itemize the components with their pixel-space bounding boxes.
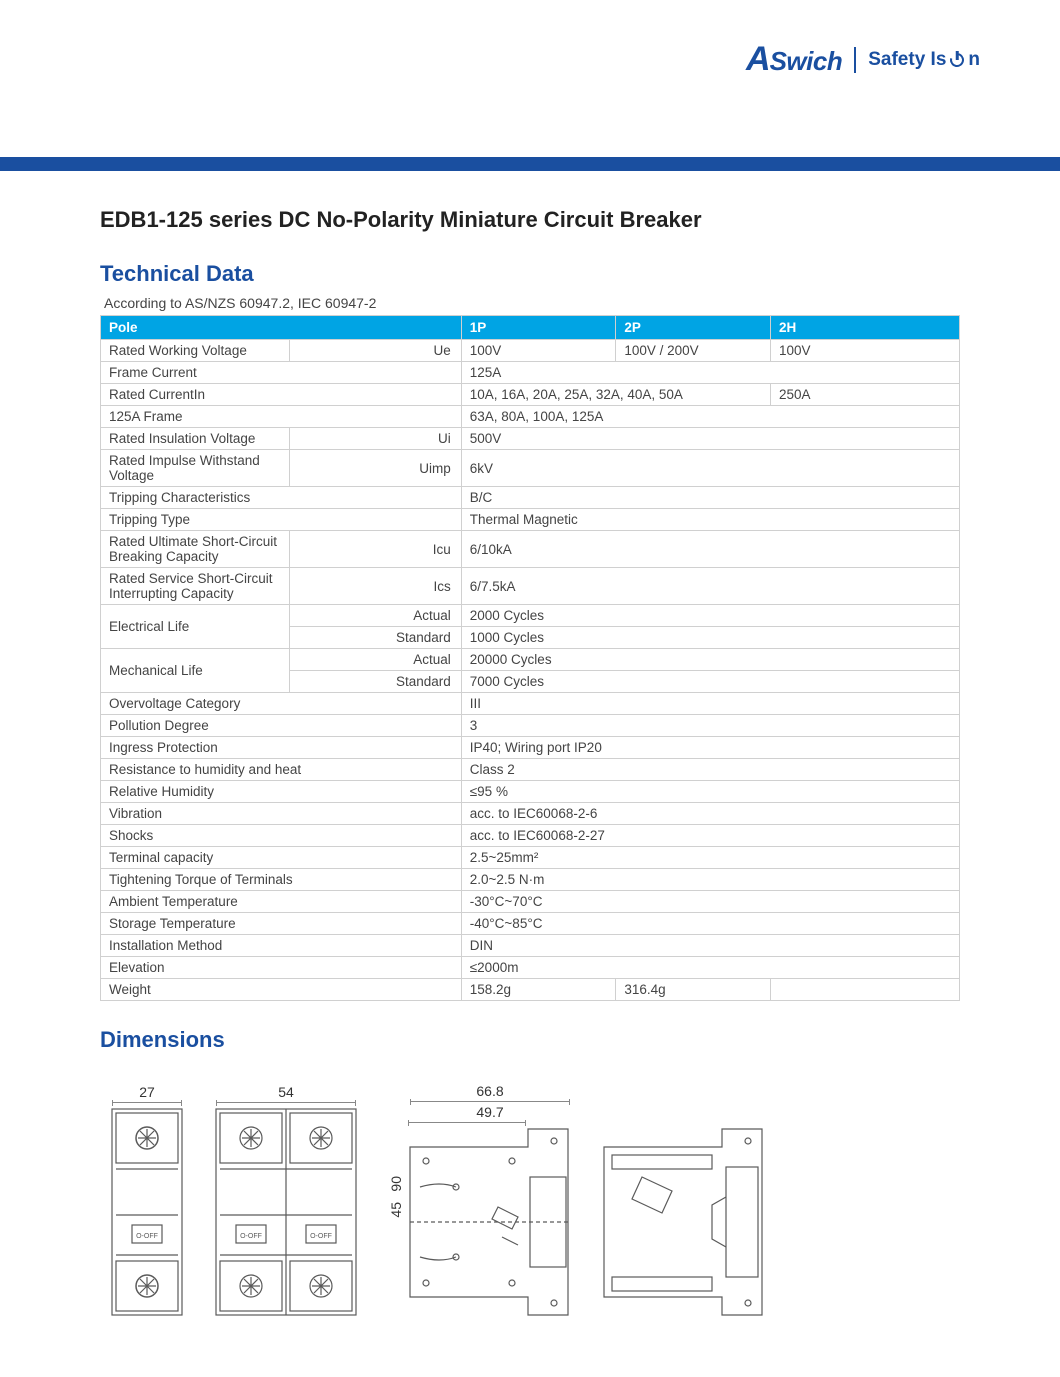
table-row: Elevation≤2000m (101, 957, 960, 979)
power-icon (948, 51, 966, 69)
drawing-side-svg (408, 1127, 572, 1317)
svg-text:O-OFF: O-OFF (240, 1233, 262, 1240)
dim-line (410, 1101, 570, 1102)
header-row: A Swich Safety Is n (80, 40, 980, 79)
vertical-dims: 90 45 (388, 1107, 404, 1317)
table-row: Weight158.2g316.4g (101, 979, 960, 1001)
dim-line (112, 1102, 182, 1103)
dim-width-54: 54 (278, 1084, 294, 1100)
svg-text:O-OFF: O-OFF (136, 1233, 158, 1240)
dim-depth-668: 66.8 (476, 1083, 503, 1099)
drawing-1p-svg: O-OFF (110, 1107, 184, 1317)
table-row: Electrical LifeActual2000 Cycles (101, 605, 960, 627)
table-row: Overvoltage CategoryIII (101, 693, 960, 715)
drawing-2p-svg: O-OFF O-OFF (214, 1107, 358, 1317)
table-row: Installation MethodDIN (101, 935, 960, 957)
svg-text:O-OFF: O-OFF (310, 1233, 332, 1240)
page-title: EDB1-125 series DC No-Polarity Miniature… (100, 207, 960, 233)
standards-note: According to AS/NZS 60947.2, IEC 60947-2 (100, 295, 960, 311)
table-row: Mechanical LifeActual20000 Cycles (101, 649, 960, 671)
spec-table: Pole 1P 2P 2H Rated Working VoltageUe100… (100, 315, 960, 1001)
table-row: Tripping CharacteristicsB/C (101, 487, 960, 509)
table-row: Terminal capacity2.5~25mm² (101, 847, 960, 869)
table-row: Tightening Torque of Terminals2.0~2.5 N·… (101, 869, 960, 891)
table-row: Rated Ultimate Short-Circuit Breaking Ca… (101, 531, 960, 568)
table-row: Frame Current125A (101, 362, 960, 384)
table-row: Storage Temperature-40°C~85°C (101, 913, 960, 935)
dim-height-90: 90 (388, 1176, 404, 1192)
table-row: Rated Impulse Withstand VoltageUimp6kV (101, 450, 960, 487)
table-row: Pollution Degree3 (101, 715, 960, 737)
page: A Swich Safety Is n (0, 0, 1060, 157)
dim-line (408, 1122, 526, 1123)
drawing-cutaway-svg (602, 1127, 766, 1317)
tagline: Safety Is n (868, 49, 980, 71)
tagline-pre: Safety Is (868, 49, 946, 71)
drawing-side: 66.8 49.7 (408, 1083, 572, 1317)
th-pole: Pole (101, 316, 462, 340)
tagline-post: n (968, 49, 980, 71)
table-row: Rated Service Short-Circuit Interrupting… (101, 568, 960, 605)
table-row: Vibrationacc. to IEC60068-2-6 (101, 803, 960, 825)
logo-swich: Swich (770, 46, 843, 77)
table-row: Tripping TypeThermal Magnetic (101, 509, 960, 531)
dim-height-45: 45 (388, 1202, 404, 1218)
table-row: Shocksacc. to IEC60068-2-27 (101, 825, 960, 847)
th-2h: 2H (770, 316, 959, 340)
dimensions-heading: Dimensions (100, 1027, 960, 1053)
table-row: Rated Working VoltageUe100V100V / 200V10… (101, 340, 960, 362)
table-row: Rated Insulation VoltageUi500V (101, 428, 960, 450)
th-2p: 2P (616, 316, 771, 340)
logo-a: A (746, 40, 770, 79)
drawing-side-group: 90 45 66.8 49.7 (388, 1083, 572, 1317)
drawings-row: 27 O-OFF (100, 1083, 960, 1317)
drawing-2p: 54 O-OFF O-OFF (214, 1084, 358, 1317)
dim-width-27: 27 (139, 1084, 155, 1100)
brand-logo: A Swich (746, 40, 842, 79)
dim-line (216, 1102, 356, 1103)
technical-heading: Technical Data (100, 261, 960, 287)
th-1p: 1P (461, 316, 616, 340)
table-row: Ambient Temperature-30°C~70°C (101, 891, 960, 913)
content: EDB1-125 series DC No-Polarity Miniature… (0, 207, 1060, 1377)
dimensions-section: Dimensions 27 O-OFF (100, 1027, 960, 1317)
dim-depth-497: 49.7 (476, 1104, 503, 1120)
top-blue-bar (0, 157, 1060, 171)
table-row: 125A Frame63A, 80A, 100A, 125A (101, 406, 960, 428)
table-row: Relative Humidity≤95 % (101, 781, 960, 803)
logo-separator (854, 47, 856, 73)
table-row: Resistance to humidity and heatClass 2 (101, 759, 960, 781)
table-row: Ingress ProtectionIP40; Wiring port IP20 (101, 737, 960, 759)
table-row: Rated CurrentIn10A, 16A, 20A, 25A, 32A, … (101, 384, 960, 406)
table-header-row: Pole 1P 2P 2H (101, 316, 960, 340)
drawing-cutaway (602, 1127, 766, 1317)
drawing-1p: 27 O-OFF (110, 1084, 184, 1317)
